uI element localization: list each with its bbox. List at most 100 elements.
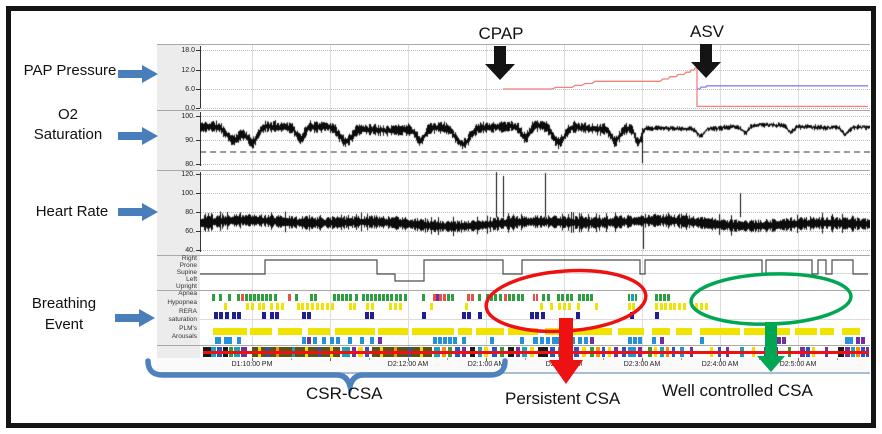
event-mark-plm's bbox=[412, 328, 454, 335]
y-axis-tick bbox=[196, 108, 200, 109]
event-mark-hypopnea bbox=[673, 303, 676, 310]
breathing-event-arrow-icon bbox=[115, 309, 155, 327]
y-axis-tick bbox=[196, 231, 200, 232]
event-mark-apnea bbox=[570, 294, 573, 301]
event-mark-hypopnea bbox=[297, 303, 300, 310]
event-mark-apnea bbox=[542, 294, 545, 301]
time-minor-tick bbox=[603, 358, 604, 360]
event-mark-plm's bbox=[508, 328, 538, 335]
event-mark-apnea bbox=[370, 294, 373, 301]
event-mark-hypopnea bbox=[306, 303, 309, 310]
event-mark-hypopnea bbox=[577, 303, 580, 310]
time-label: D1:10:00 PM bbox=[231, 361, 273, 368]
heart-rate-label: Heart Rate bbox=[35, 203, 109, 220]
event-mark-rera bbox=[655, 312, 659, 319]
event-mark-rera bbox=[219, 312, 223, 319]
panel-separator bbox=[157, 345, 870, 346]
event-mark-apnea bbox=[547, 294, 550, 301]
event-mark-plm's bbox=[476, 328, 504, 335]
event-mark-hypopnea bbox=[628, 303, 631, 310]
row-label: Hypopnea bbox=[167, 299, 197, 306]
time-label: D2:1:00 AM bbox=[467, 361, 505, 368]
event-mark-hypopnea bbox=[563, 303, 566, 310]
row-label: Left bbox=[186, 276, 197, 283]
event-mark-hypopnea bbox=[311, 303, 314, 310]
event-mark-arousals bbox=[578, 337, 582, 344]
event-mark-apnea bbox=[439, 294, 442, 301]
event-mark-arousals bbox=[307, 337, 311, 344]
time-minor-tick bbox=[759, 358, 760, 360]
event-mark-apnea bbox=[422, 294, 425, 301]
event-mark-hypopnea bbox=[540, 303, 543, 310]
event-mark-apnea bbox=[241, 294, 244, 301]
pap-pressure-label: PAP Pressure bbox=[23, 62, 117, 79]
event-mark-hypopnea bbox=[705, 303, 708, 310]
time-minor-tick bbox=[525, 358, 526, 360]
event-mark-apnea bbox=[494, 294, 497, 301]
heart-rate-waveform bbox=[200, 170, 870, 255]
event-mark-arousals bbox=[628, 337, 632, 344]
event-mark-rera bbox=[302, 312, 306, 319]
event-mark-arousals bbox=[433, 337, 437, 344]
time-minor-tick bbox=[837, 358, 838, 360]
time-label: D2:2:00 AM bbox=[545, 361, 583, 368]
event-mark-rera bbox=[225, 312, 229, 319]
event-mark-rera bbox=[365, 312, 369, 319]
event-mark-hypopnea bbox=[224, 303, 227, 310]
event-mark-plm's bbox=[652, 328, 670, 335]
event-mark-plm's bbox=[335, 328, 375, 335]
event-mark-hypopnea bbox=[326, 303, 329, 310]
event-mark-apnea bbox=[295, 294, 298, 301]
time-tick bbox=[720, 358, 721, 361]
event-mark-hypopnea bbox=[353, 303, 356, 310]
event-mark-arousals bbox=[453, 337, 457, 344]
event-mark-apnea bbox=[536, 294, 538, 301]
y-axis-tick bbox=[196, 174, 200, 175]
event-mark-rera bbox=[541, 312, 545, 319]
dotted-gridline bbox=[200, 89, 870, 90]
pap-pressure-arrow-icon bbox=[118, 65, 158, 83]
event-mark-apnea bbox=[561, 294, 564, 301]
event-mark-arousals bbox=[313, 337, 317, 344]
event-mark-apnea bbox=[399, 294, 402, 301]
asv-label: ASV bbox=[689, 22, 725, 41]
event-mark-apnea bbox=[667, 294, 670, 301]
cpap-arrow-icon bbox=[485, 46, 515, 80]
event-mark-apnea bbox=[631, 294, 634, 301]
event-mark-plm's bbox=[250, 328, 272, 335]
event-mark-apnea bbox=[269, 294, 272, 301]
position-gridline bbox=[200, 273, 870, 274]
event-mark-apnea bbox=[366, 294, 369, 301]
event-mark-apnea bbox=[257, 294, 260, 301]
event-mark-arousals bbox=[348, 337, 352, 344]
event-mark-apnea bbox=[578, 294, 581, 301]
event-mark-arousals bbox=[448, 337, 452, 344]
event-mark-apnea bbox=[288, 294, 291, 301]
event-mark-rera bbox=[275, 312, 279, 319]
event-mark-plm's bbox=[378, 328, 408, 335]
event-mark-rera bbox=[530, 312, 534, 319]
event-mark-hypopnea bbox=[321, 303, 324, 310]
event-mark-arousals bbox=[546, 337, 550, 344]
time-minor-tick bbox=[447, 358, 448, 360]
event-mark-apnea bbox=[404, 294, 407, 301]
time-label: D2:4:00 AM bbox=[701, 361, 739, 368]
row-label: Prone bbox=[179, 262, 197, 269]
event-mark-apnea bbox=[486, 294, 489, 301]
event-mark-apnea bbox=[261, 294, 264, 301]
time-minor-tick bbox=[369, 358, 370, 360]
event-mark-hypopnea bbox=[683, 303, 686, 310]
event-mark-arousals bbox=[571, 337, 575, 344]
event-mark-arousals bbox=[633, 337, 637, 344]
event-mark-arousals bbox=[584, 337, 588, 344]
event-mark-apnea bbox=[228, 294, 231, 301]
y-tick-label: 6.0 bbox=[185, 86, 195, 93]
event-mark-apnea bbox=[212, 294, 215, 301]
event-mark-apnea bbox=[504, 294, 507, 301]
event-mark-rera bbox=[214, 312, 218, 319]
event-mark-rera bbox=[237, 312, 241, 319]
event-mark-apnea bbox=[382, 294, 385, 301]
event-mark-hypopnea bbox=[660, 303, 663, 310]
o2-saturation-label-line1: O2 bbox=[57, 106, 78, 123]
event-mark-arousals bbox=[772, 337, 776, 344]
